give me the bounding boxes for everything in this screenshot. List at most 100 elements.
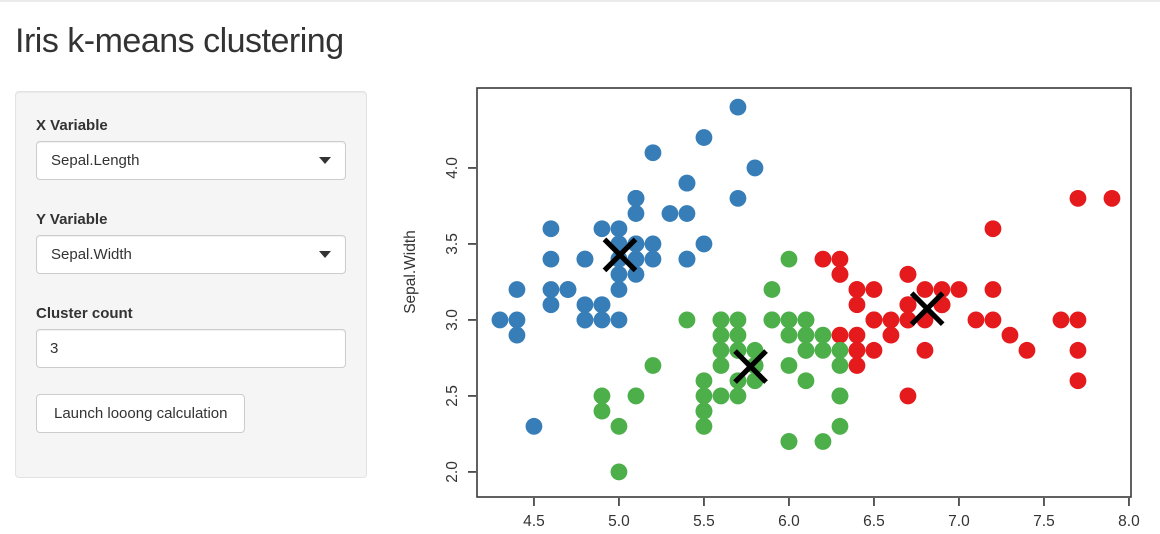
data-point [831, 341, 849, 359]
data-point [661, 205, 679, 222]
data-point [644, 235, 662, 253]
data-point [780, 433, 798, 450]
data-point [814, 250, 832, 268]
data-point [610, 417, 628, 435]
data-point [967, 311, 985, 329]
data-point [508, 326, 526, 344]
y-variable-group: Y Variable Sepal.Width [36, 211, 346, 274]
data-point [882, 326, 900, 344]
data-point [576, 250, 594, 268]
centroid-x-marker [909, 291, 945, 327]
data-point [780, 311, 798, 329]
data-point [712, 387, 730, 405]
data-point [899, 265, 917, 283]
data-point [1052, 311, 1070, 329]
data-point [831, 387, 849, 405]
data-point [848, 281, 866, 298]
data-point [508, 311, 526, 329]
centroid-x-marker [602, 237, 638, 273]
data-point [865, 281, 883, 298]
data-point [797, 341, 815, 359]
y-variable-select[interactable]: Sepal.Width [36, 235, 346, 274]
data-point [729, 189, 747, 207]
y-variable-label: Y Variable [36, 211, 108, 228]
data-point [644, 357, 662, 374]
data-point [797, 326, 815, 344]
centroid-x-marker [733, 349, 768, 384]
y-axis-title: Sepal.Width [402, 230, 419, 314]
data-point [729, 311, 747, 329]
scatter-plot: 4.5 5.0 5.5 6.0 6.5 7.0 7.5 8.0 2.0 2.5 3.0 3.5 4.0 S… [385, 85, 1160, 530]
data-point [865, 341, 883, 359]
data-point [644, 250, 662, 268]
data-point [1069, 341, 1087, 359]
data-point [797, 372, 815, 390]
kmeans-scatter-svg: 4.5 5.0 5.5 6.0 6.5 7.0 7.5 8.0 2.0 2.5 3.0 3.5 4.0 S… [402, 87, 1140, 530]
data-point [865, 311, 883, 329]
sidebar-panel: X Variable Sepal.Length Y Variable Sepal… [15, 91, 367, 478]
data-point [899, 296, 917, 314]
data-point [695, 417, 713, 435]
data-point [814, 341, 832, 359]
data-point [695, 387, 713, 405]
data-point [542, 220, 560, 238]
y-tick-label: 2.0 [444, 461, 461, 483]
data-point [1001, 326, 1019, 344]
y-tick-label: 2.5 [444, 385, 461, 407]
data-point [1069, 189, 1087, 207]
data-point [678, 205, 696, 222]
data-point [695, 235, 713, 253]
data-point [712, 326, 730, 344]
data-point [542, 296, 560, 314]
launch-calculation-button[interactable]: Launch looong calculation [36, 394, 246, 433]
data-point [814, 433, 832, 450]
chevron-down-icon [319, 157, 331, 164]
data-point [610, 463, 628, 481]
data-point [848, 296, 866, 314]
data-point [610, 311, 628, 329]
data-point [729, 341, 747, 359]
data-point [542, 250, 560, 268]
data-point [814, 326, 832, 344]
x-tick-label: 7.0 [948, 513, 970, 529]
x-variable-label: X Variable [36, 117, 108, 134]
data-point [593, 311, 611, 329]
x-tick-label: 8.0 [1118, 513, 1140, 529]
data-point [1069, 372, 1087, 390]
window-top-border [0, 0, 1160, 2]
data-point [593, 296, 611, 314]
data-point [729, 326, 747, 344]
cluster-count-input[interactable] [36, 329, 346, 368]
data-point [780, 326, 798, 344]
data-point [916, 281, 934, 298]
x-variable-group: X Variable Sepal.Length [36, 117, 346, 180]
data-point [729, 387, 747, 405]
y-tick-label: 4.0 [444, 157, 461, 179]
x-tick-label: 5.5 [693, 513, 715, 529]
data-point [1103, 189, 1121, 207]
data-point [831, 250, 849, 268]
data-point [712, 341, 730, 359]
data-point [984, 281, 1002, 298]
data-point [712, 311, 730, 329]
data-point [950, 281, 968, 298]
data-point [831, 326, 849, 344]
x-variable-select[interactable]: Sepal.Length [36, 141, 346, 180]
data-point [763, 281, 781, 298]
cluster-count-label: Cluster count [36, 305, 133, 322]
data-point [678, 311, 696, 329]
cluster-count-group: Cluster count [36, 305, 346, 368]
data-point [610, 220, 628, 238]
x-tick-label: 5.0 [608, 513, 630, 529]
x-variable-selected-value: Sepal.Length [51, 152, 140, 169]
data-point [916, 341, 934, 359]
data-point [593, 220, 611, 238]
data-point [933, 281, 951, 298]
data-point [831, 417, 849, 435]
data-point [610, 265, 628, 283]
plot-border [476, 87, 1132, 498]
x-tick-label: 7.5 [1033, 513, 1055, 529]
data-point [848, 357, 866, 374]
data-point [899, 387, 917, 405]
data-point [627, 189, 645, 207]
